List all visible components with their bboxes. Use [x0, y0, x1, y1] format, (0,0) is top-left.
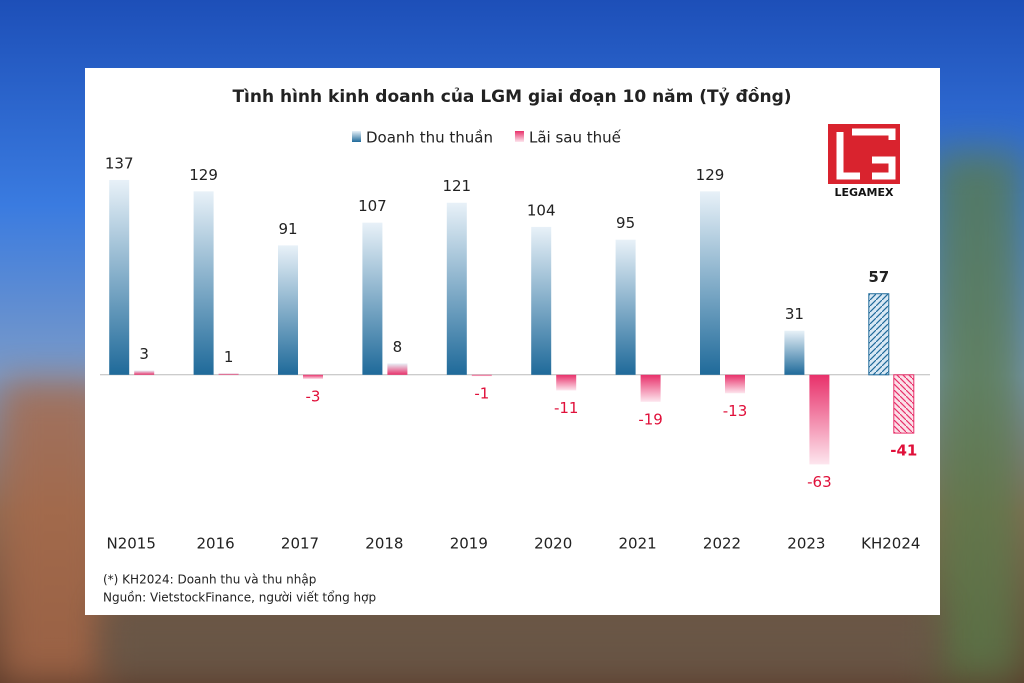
- bar: [362, 222, 383, 375]
- bar: [278, 245, 298, 375]
- bar: [809, 374, 830, 465]
- logo-text: LEGAMEX: [834, 186, 894, 199]
- chart-title: Tình hình kinh doanh của LGM giai đoạn 1…: [232, 86, 791, 107]
- x-tick-label: 2023: [787, 535, 825, 553]
- bar: [387, 363, 408, 375]
- x-tick-label: 2017: [281, 535, 319, 553]
- bar: [531, 226, 552, 375]
- bar: [134, 370, 155, 375]
- x-tick-label: 2021: [619, 535, 657, 553]
- bar: [725, 374, 745, 394]
- data-label: 104: [527, 201, 556, 219]
- data-label: 31: [785, 305, 804, 323]
- data-label: -3: [306, 388, 321, 406]
- bar: [446, 202, 467, 375]
- bar: [193, 191, 214, 375]
- data-label: -41: [890, 442, 917, 460]
- bar: [893, 374, 915, 434]
- data-label: 137: [105, 154, 134, 172]
- x-tick-label: N2015: [106, 535, 155, 553]
- legend-swatch: [352, 131, 361, 142]
- bar: [615, 239, 636, 375]
- x-tick-label: KH2024: [861, 535, 920, 553]
- x-tick-label: 2019: [450, 535, 488, 553]
- bar: [218, 373, 239, 375]
- data-label: 91: [278, 220, 297, 238]
- bar: [784, 330, 805, 375]
- data-label: 129: [696, 166, 725, 184]
- data-label: 1: [224, 348, 234, 366]
- data-label: 121: [442, 177, 471, 195]
- footnote: (*) KH2024: Doanh thu và thu nhập: [103, 573, 316, 587]
- x-tick-label: 2022: [703, 535, 741, 553]
- data-label: -1: [474, 385, 489, 403]
- data-label: 95: [616, 214, 635, 232]
- x-tick-label: 2020: [534, 535, 572, 553]
- legend-label: Doanh thu thuần: [366, 129, 493, 147]
- data-label: 3: [139, 345, 149, 363]
- bar: [556, 374, 577, 391]
- data-label: 107: [358, 197, 387, 215]
- source-note: Nguồn: VietstockFinance, người viết tổng…: [103, 591, 376, 605]
- data-label: -19: [638, 410, 663, 428]
- data-label: -13: [723, 402, 748, 420]
- x-tick-label: 2018: [365, 535, 403, 553]
- bar: [640, 374, 661, 402]
- data-label: -11: [554, 399, 579, 417]
- data-label: 8: [393, 338, 403, 356]
- data-label: -63: [807, 473, 832, 491]
- legend-label: Lãi sau thuế: [529, 129, 622, 147]
- data-label: 129: [189, 166, 218, 184]
- data-label: 57: [868, 268, 889, 286]
- bar: [109, 179, 130, 375]
- bar: [700, 191, 720, 375]
- bar: [868, 293, 890, 376]
- bar: [303, 374, 323, 380]
- legend-swatch: [514, 131, 524, 142]
- logo: LEGAMEX: [828, 124, 900, 199]
- bar: [471, 374, 492, 377]
- x-tick-label: 2016: [197, 535, 235, 553]
